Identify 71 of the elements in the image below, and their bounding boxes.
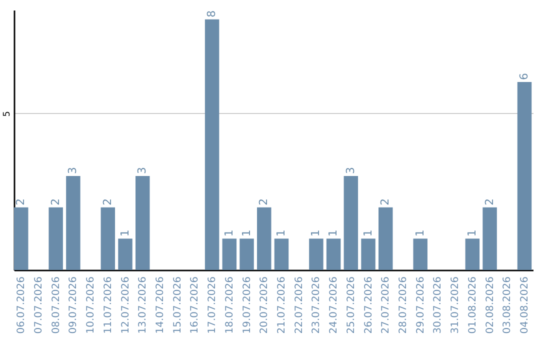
bar bbox=[136, 176, 150, 270]
x-tick-label: 25.07.2026 bbox=[346, 276, 357, 334]
bar bbox=[309, 238, 324, 270]
data-label: 1 bbox=[465, 230, 478, 237]
x-tick-label: 12.07.2026 bbox=[120, 276, 132, 334]
bar bbox=[14, 207, 28, 270]
bar bbox=[517, 82, 532, 270]
x-tick-label: 24.07.2026 bbox=[328, 276, 340, 334]
data-label: 1 bbox=[309, 230, 322, 237]
data-label: 2 bbox=[257, 198, 270, 206]
x-tick-label: 02.08.2026 bbox=[484, 276, 496, 334]
x-tick-label: 06.07.2026 bbox=[16, 276, 28, 334]
x-tick-label: 09.07.2026 bbox=[68, 276, 80, 334]
x-tick-label: 27.07.2026 bbox=[380, 276, 392, 334]
x-tick-label: 26.07.2026 bbox=[363, 276, 374, 334]
x-tick-label: 22.07.2026 bbox=[294, 276, 305, 334]
x-tick-label: 13.07.2026 bbox=[138, 276, 149, 334]
bar bbox=[48, 207, 63, 270]
data-label: 3 bbox=[344, 167, 357, 174]
data-label: 1 bbox=[274, 230, 288, 237]
data-label: 2 bbox=[48, 198, 62, 206]
x-tick-label: 23.07.2026 bbox=[311, 276, 322, 334]
x-tick-label: 31.07.2026 bbox=[450, 276, 462, 334]
data-label: 2 bbox=[14, 198, 28, 206]
data-label: 1 bbox=[240, 230, 253, 237]
x-tick-label: 18.07.2026 bbox=[224, 276, 236, 334]
x-tick-label: 11.07.2026 bbox=[102, 276, 114, 334]
bar bbox=[326, 238, 341, 270]
data-label: 1 bbox=[413, 230, 426, 237]
bar bbox=[482, 207, 497, 270]
bar bbox=[344, 176, 358, 270]
x-tick-label: 15.07.2026 bbox=[172, 276, 184, 334]
data-label: 1 bbox=[361, 230, 374, 237]
bar bbox=[204, 19, 220, 270]
x-tick-label: 08.07.2026 bbox=[50, 276, 62, 334]
bar bbox=[118, 238, 132, 270]
x-tick-label: 10.07.2026 bbox=[86, 276, 97, 334]
data-label: 6 bbox=[517, 73, 530, 80]
bar bbox=[361, 238, 376, 270]
bar bbox=[274, 238, 289, 270]
data-label: 3 bbox=[136, 167, 149, 174]
data-label: 2 bbox=[100, 198, 114, 206]
x-tick-label: 14.07.2026 bbox=[154, 276, 166, 334]
x-tick-label: 07.07.2026 bbox=[33, 276, 44, 334]
data-label: 1 bbox=[326, 230, 340, 237]
bar bbox=[240, 238, 254, 270]
x-tick-label: 30.07.2026 bbox=[432, 276, 444, 334]
data-label: 2 bbox=[378, 198, 392, 206]
bar bbox=[378, 207, 393, 270]
data-label: 2 bbox=[482, 198, 496, 206]
x-tick-label: 03.08.2026 bbox=[502, 276, 514, 334]
x-tick-label: 17.07.2026 bbox=[207, 276, 218, 334]
y-tick-label: 5 bbox=[2, 111, 12, 117]
bar bbox=[66, 176, 80, 270]
bar bbox=[257, 207, 272, 270]
x-tick-label: 21.07.2026 bbox=[276, 276, 288, 334]
x-tick-label: 28.07.2026 bbox=[398, 276, 409, 334]
x-tick-label: 16.07.2026 bbox=[190, 276, 201, 334]
data-label: 8 bbox=[205, 10, 218, 18]
x-tick-label: 20.07.2026 bbox=[259, 276, 270, 334]
bar bbox=[222, 238, 237, 270]
data-label: 1 bbox=[118, 230, 132, 237]
bar bbox=[413, 238, 428, 270]
x-tick-label: 01.08.2026 bbox=[467, 276, 478, 334]
x-tick-label: 19.07.2026 bbox=[242, 276, 253, 334]
data-label: 1 bbox=[222, 230, 236, 237]
data-label: 3 bbox=[66, 167, 80, 174]
x-tick-label: 04.08.2026 bbox=[519, 276, 530, 334]
bar bbox=[100, 207, 116, 270]
x-tick-label: 29.07.2026 bbox=[415, 276, 426, 334]
bar bbox=[465, 238, 480, 270]
